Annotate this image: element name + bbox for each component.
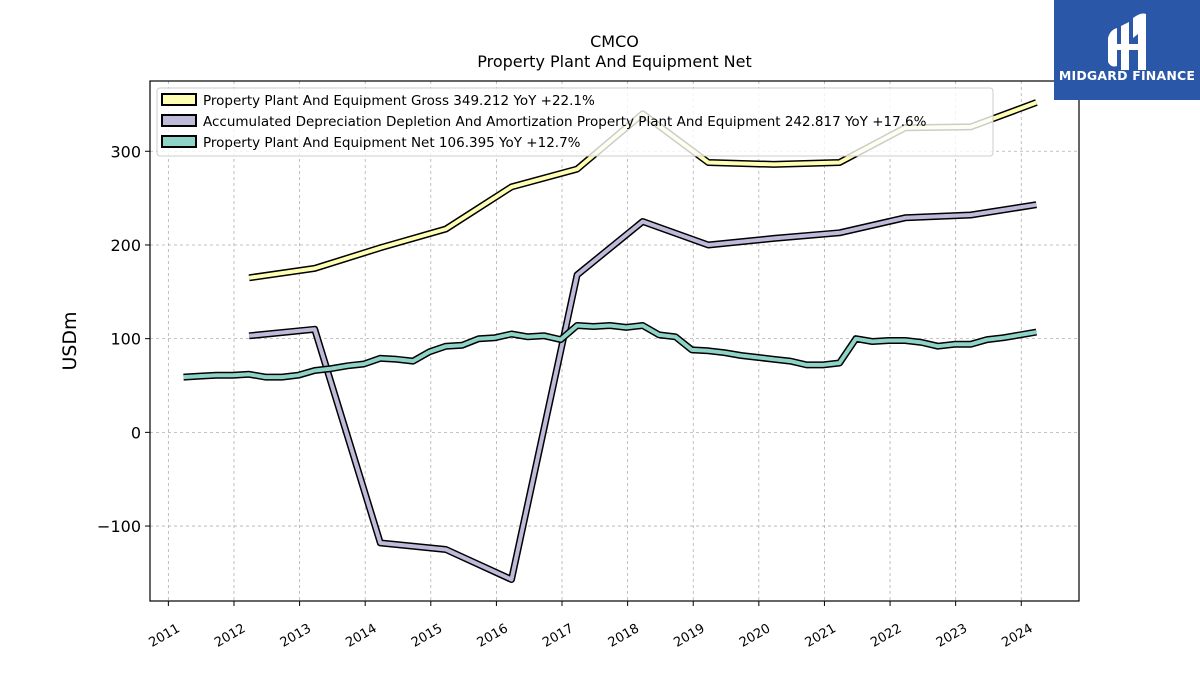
x-tick-label: 2017 — [540, 621, 576, 651]
x-tick-label: 2016 — [475, 621, 511, 651]
legend-label: Property Plant And Equipment Gross 349.2… — [203, 93, 595, 109]
series-line-2 — [248, 201, 1037, 583]
x-tick-label: 2014 — [343, 621, 379, 651]
series-path — [248, 202, 1037, 582]
x-tick-label: 2018 — [606, 621, 642, 651]
grid-lines — [150, 81, 1079, 601]
legend-box — [156, 87, 994, 157]
x-tick-label: 2023 — [934, 621, 970, 651]
logo-mark-icon — [1108, 13, 1146, 70]
x-tick-label: 2024 — [999, 621, 1035, 651]
y-tick-label: 300 — [110, 142, 141, 161]
legend-label: Property Plant And Equipment Net 106.395… — [203, 135, 581, 151]
series-line-3 — [183, 322, 1037, 381]
legend-entry-2: Accumulated Depreciation Depletion And A… — [161, 114, 927, 130]
x-tick-label: 2021 — [803, 621, 839, 651]
logo: MIDGARD FINANCE — [1054, 0, 1200, 100]
legend-entry-3: Property Plant And Equipment Net 106.395… — [161, 135, 581, 151]
x-tick-label: 2022 — [868, 621, 904, 651]
legend-entry-1: Property Plant And Equipment Gross 349.2… — [161, 93, 595, 109]
x-axis-ticks: 2011 2012 2013 2014 2015 2016 2017 2018 2019 2020… — [147, 601, 1036, 651]
series-lines — [183, 99, 1038, 583]
y-axis-ticks: −100 0 100 200 300 — [97, 142, 150, 536]
legend-swatch — [161, 135, 197, 148]
legend: Property Plant And Equipment Gross 349.2… — [156, 87, 994, 157]
legend-swatch — [161, 114, 197, 127]
plot-area-frame — [149, 80, 1080, 602]
x-tick-label: 2020 — [737, 621, 773, 651]
legend-swatch — [161, 93, 197, 106]
chart-subtitle: Property Plant And Equipment Net — [477, 52, 752, 71]
chart-title: CMCO — [590, 32, 639, 51]
y-tick-label: −100 — [97, 517, 141, 536]
series-outline — [248, 201, 1037, 583]
x-tick-label: 2011 — [147, 621, 183, 651]
y-axis-label: USDm — [59, 311, 81, 370]
series-path — [183, 323, 1037, 380]
x-tick-label: 2012 — [212, 621, 248, 651]
x-tick-label: 2019 — [671, 621, 707, 651]
legend-label: Accumulated Depreciation Depletion And A… — [203, 114, 927, 130]
y-tick-label: 100 — [110, 330, 141, 349]
x-tick-label: 2015 — [409, 621, 445, 651]
x-tick-label: 2013 — [278, 621, 314, 651]
y-tick-label: 0 — [131, 423, 141, 442]
y-tick-label: 200 — [110, 236, 141, 255]
logo-text: MIDGARD FINANCE — [1059, 68, 1195, 83]
